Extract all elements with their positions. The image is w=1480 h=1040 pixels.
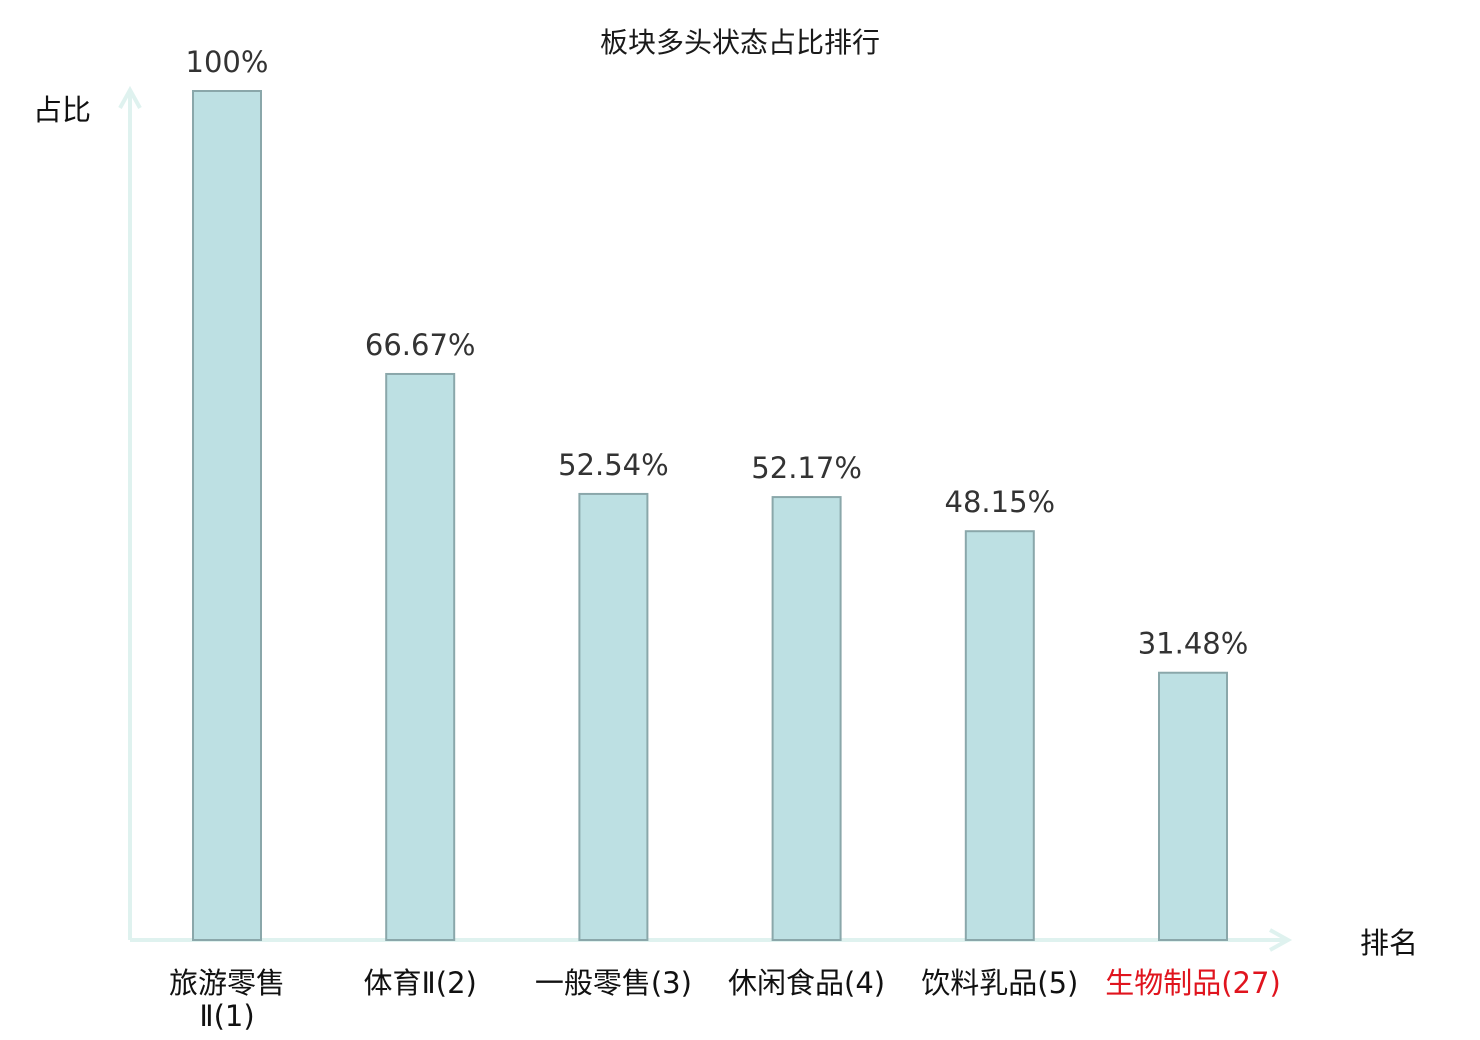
x-axis-label: 排名 — [1360, 926, 1418, 960]
category-label: 体育Ⅱ(2) — [364, 966, 477, 1000]
y-axis-arrow-icon — [118, 85, 142, 109]
category-label: 休闲食品(4) — [728, 966, 885, 1000]
bar — [192, 90, 262, 941]
bar — [578, 492, 649, 941]
value-label: 52.17% — [751, 451, 862, 485]
chart-title: 板块多头状态占比排行 — [600, 26, 880, 59]
value-label: 100% — [186, 45, 269, 79]
category-label: 生物制品(27) — [1105, 966, 1281, 1000]
bar — [385, 372, 456, 942]
value-label: 48.15% — [945, 485, 1056, 519]
value-labels: 100% 66.67% 52.54% 52.17% 48.15% 31.48% — [186, 45, 1249, 661]
bar — [1158, 671, 1228, 941]
bars — [192, 90, 1228, 942]
value-label: 52.54% — [558, 448, 669, 482]
category-label: 旅游零售 Ⅱ(1) — [169, 966, 285, 1033]
axes — [118, 85, 1293, 952]
category-label: 饮料乳品(5) — [921, 966, 1078, 1000]
category-label: 一般零售(3) — [535, 966, 692, 1000]
bar — [771, 496, 842, 941]
x-axis-arrow-icon — [1269, 928, 1293, 952]
value-label: 31.48% — [1138, 627, 1249, 661]
bar — [964, 530, 1035, 941]
category-labels: 旅游零售 Ⅱ(1) 体育Ⅱ(2) 一般零售(3) 休闲食品(4) 饮料乳品(5) 生物制品(… — [169, 966, 1281, 1033]
y-axis-label: 占比 — [33, 93, 91, 127]
value-label: 66.67% — [365, 328, 476, 362]
